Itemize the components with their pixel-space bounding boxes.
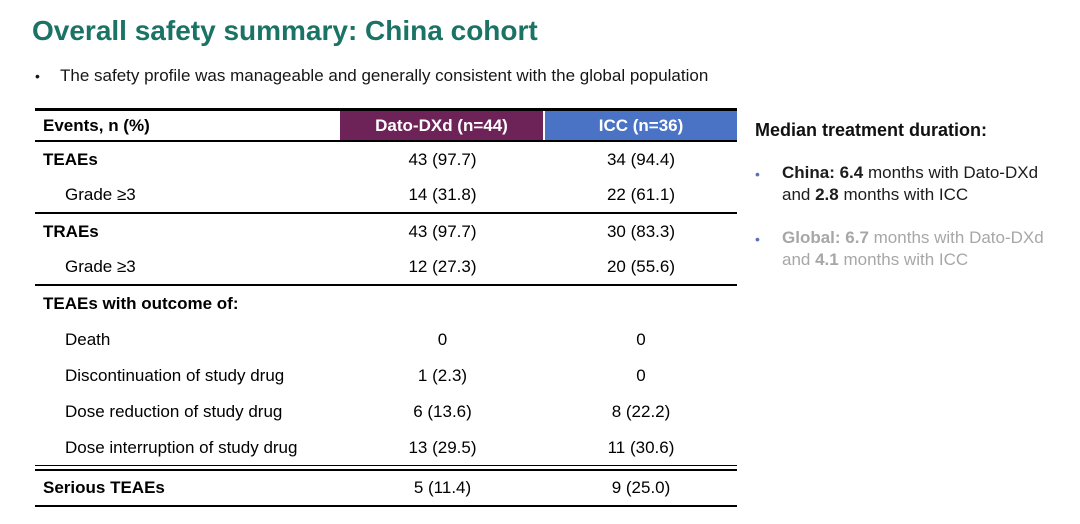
table-row-serious-teaes: Serious TEAEs 5 (11.4) 9 (25.0) xyxy=(35,469,737,507)
row-label: Dose interruption of study drug xyxy=(65,437,298,457)
cell-dato: 43 (97.7) xyxy=(408,150,477,169)
cell-icc: 20 (55.6) xyxy=(606,257,676,276)
cell-dato: 13 (29.5) xyxy=(408,437,477,457)
column-header-icc: ICC (n=36) xyxy=(545,111,737,140)
sidebar-bullet-china: • China: 6.4 months with Dato-DXd and 2.… xyxy=(755,162,1071,206)
table-row-teaes-outcome-header: TEAEs with outcome of: xyxy=(35,286,737,322)
cell-dato: 5 (11.4) xyxy=(413,478,472,497)
row-label: Death xyxy=(65,330,111,349)
cell-icc: 0 xyxy=(636,330,646,349)
cell-icc: 34 (94.4) xyxy=(606,150,676,169)
table-row-discontinuation: Discontinuation of study drug 1 (2.3) 0 xyxy=(35,358,737,394)
sidebar-bullet-global: • Global: 6.7 months with Dato-DXd and 4… xyxy=(755,227,1071,271)
cell-dato: 1 (2.3) xyxy=(417,366,468,385)
table-row-teaes-grade3: Grade ≥3 14 (31.8) 22 (61.1) xyxy=(35,178,737,214)
cell-icc: 8 (22.2) xyxy=(611,402,671,421)
column-header-dato-dxd: Dato-DXd (n=44) xyxy=(340,111,543,140)
row-label: Serious TEAEs xyxy=(43,478,165,497)
cell-icc: 11 (30.6) xyxy=(607,437,675,457)
cell-dato: 6 (13.6) xyxy=(413,402,472,421)
table-row-teaes: TEAEs 43 (97.7) 34 (94.4) xyxy=(35,142,737,178)
row-label: Grade ≥3 xyxy=(65,185,136,204)
table-row-dose-reduction: Dose reduction of study drug 6 (13.6) 8 … xyxy=(35,394,737,430)
cell-dato: 43 (97.7) xyxy=(408,222,477,241)
bullet-icon: • xyxy=(755,231,760,247)
intro-text: The safety profile was manageable and ge… xyxy=(60,66,709,85)
cell-icc: 9 (25.0) xyxy=(611,478,671,497)
row-label: TEAEs xyxy=(43,150,98,169)
global-duration-text: Global: 6.7 months with Dato-DXd and 4.1… xyxy=(782,228,1044,269)
slide: Overall safety summary: China cohort • T… xyxy=(32,15,1080,507)
column-header-events: Events, n (%) xyxy=(35,111,340,140)
table-row-death: Death 0 0 xyxy=(35,322,737,358)
cell-icc: 0 xyxy=(636,366,646,385)
cell-dato: 14 (31.8) xyxy=(408,185,477,204)
cell-icc: 30 (83.3) xyxy=(606,222,676,241)
cell-dato: 0 xyxy=(437,330,448,349)
cell-icc: 22 (61.1) xyxy=(606,185,676,204)
table-row-traes: TRAEs 43 (97.7) 30 (83.3) xyxy=(35,214,737,250)
china-duration-text: China: 6.4 months with Dato-DXd and 2.8 … xyxy=(782,163,1039,204)
bullet-icon: • xyxy=(755,166,760,182)
row-label: Discontinuation of study drug xyxy=(65,366,285,385)
cell-dato: 12 (27.3) xyxy=(408,257,477,276)
safety-summary-table: Events, n (%) Dato-DXd (n=44) ICC (n=36)… xyxy=(35,108,737,507)
table-row-traes-grade3: Grade ≥3 12 (27.3) 20 (55.6) xyxy=(35,250,737,286)
row-label: Grade ≥3 xyxy=(65,257,136,276)
bullet-icon: • xyxy=(35,68,40,84)
page-title: Overall safety summary: China cohort xyxy=(32,15,538,46)
intro-bullet-line: • The safety profile was manageable and … xyxy=(35,65,1080,87)
row-label: TEAEs with outcome of: xyxy=(43,294,239,313)
table-header-row: Events, n (%) Dato-DXd (n=44) ICC (n=36) xyxy=(35,108,737,142)
sidebar-heading: Median treatment duration: xyxy=(755,120,988,140)
row-label: Dose reduction of study drug xyxy=(65,402,283,421)
median-treatment-duration-panel: Median treatment duration: • China: 6.4 … xyxy=(755,108,1071,507)
table-row-dose-interruption: Dose interruption of study drug 13 (29.5… xyxy=(35,430,737,466)
row-label: TRAEs xyxy=(43,222,99,241)
content-area: Events, n (%) Dato-DXd (n=44) ICC (n=36)… xyxy=(35,108,1080,507)
